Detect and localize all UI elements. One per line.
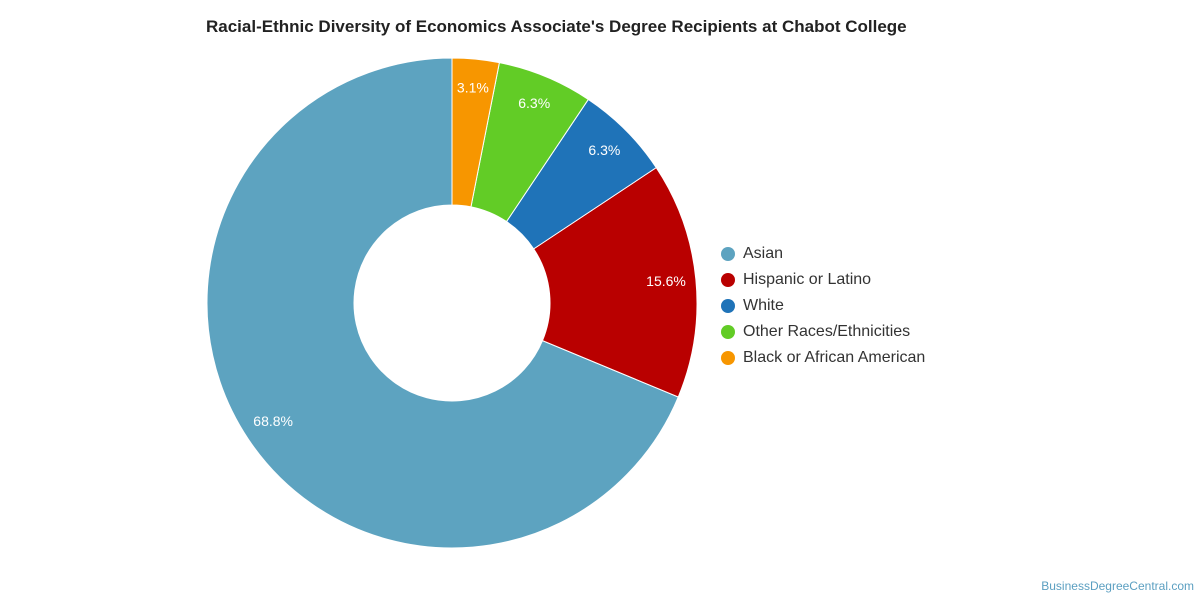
source-credit[interactable]: BusinessDegreeCentral.com (1041, 579, 1194, 593)
slice-hispanic-or-latino[interactable] (532, 166, 698, 398)
slice-black-or-african-american[interactable] (451, 57, 500, 208)
legend-item-asian[interactable]: Asian (721, 241, 925, 267)
legend-swatch (721, 299, 735, 313)
data-label-black-or-african-american: 3.1% (457, 80, 489, 96)
legend-item-black-or-african-american[interactable]: Black or African American (721, 345, 925, 371)
slice-asian[interactable] (206, 57, 679, 549)
legend-label: White (743, 297, 784, 314)
legend-label: Black or African American (743, 349, 926, 366)
data-label-asian: 68.8% (253, 413, 293, 429)
legend-label: Asian (743, 245, 784, 262)
data-label-other-races-ethnicities: 6.3% (518, 95, 550, 111)
legend-item-other-races-ethnicities[interactable]: Other Races/Ethnicities (721, 319, 925, 345)
legend: Asian Hispanic or Latino White Other Rac… (721, 241, 925, 371)
legend-swatch (721, 325, 735, 339)
legend-label: Other Races/Ethnicities (743, 323, 911, 340)
data-label-hispanic-or-latino: 15.6% (646, 273, 686, 289)
legend-label: Hispanic or Latino (743, 271, 872, 288)
legend-swatch (721, 351, 735, 365)
legend-item-hispanic-or-latino[interactable]: Hispanic or Latino (721, 267, 925, 293)
data-label-white: 6.3% (588, 142, 620, 158)
donut-slice-labels: 68.8% 15.6% 6.3% 6.3% 3.1% (253, 80, 686, 429)
donut-slices (206, 57, 698, 549)
chart-title: Racial-Ethnic Diversity of Economics Ass… (206, 17, 907, 36)
legend-swatch (721, 247, 735, 261)
legend-swatch (721, 273, 735, 287)
legend-item-white[interactable]: White (721, 293, 925, 319)
